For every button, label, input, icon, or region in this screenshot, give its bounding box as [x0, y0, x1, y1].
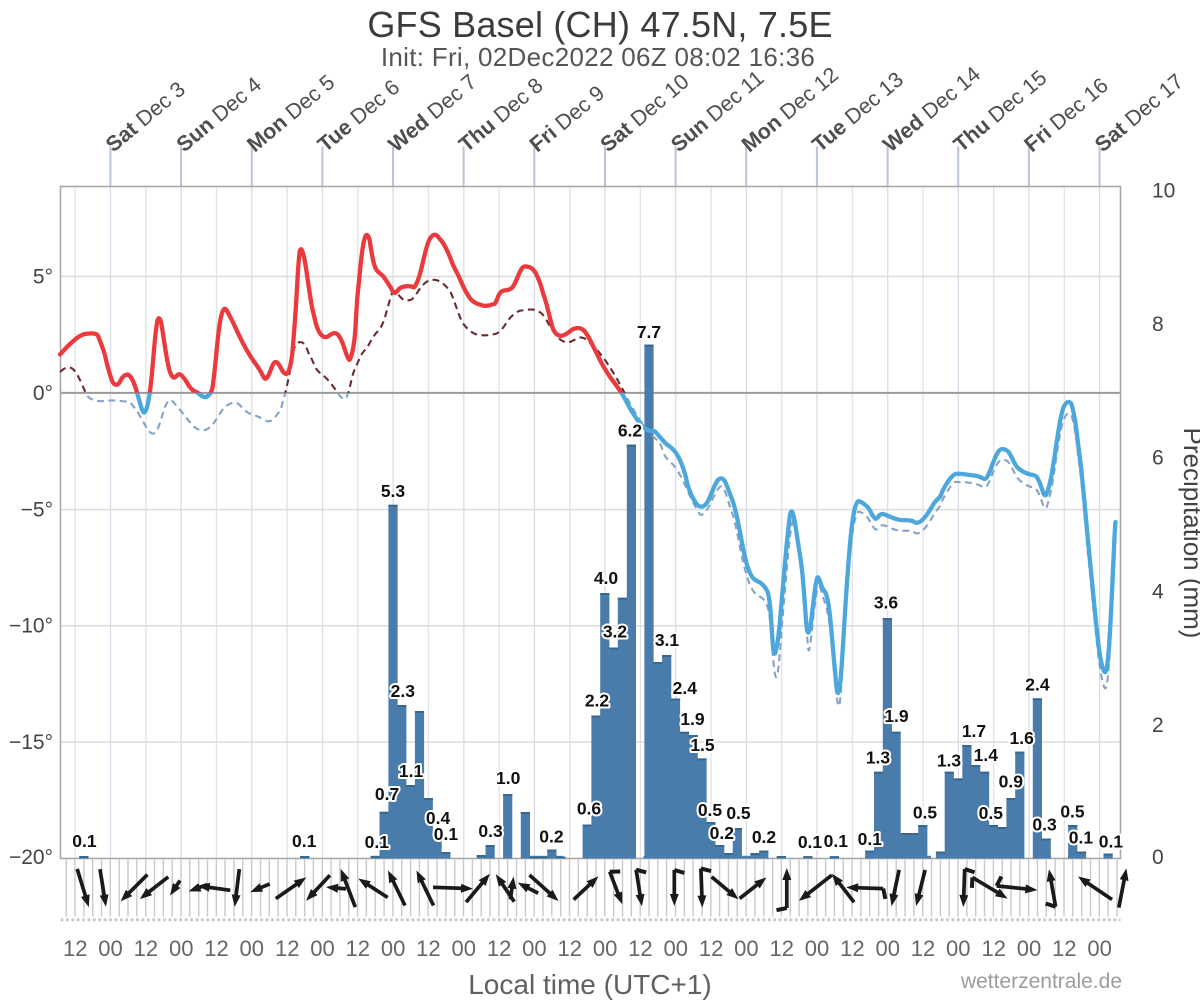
svg-text:0.2: 0.2	[752, 827, 777, 847]
svg-text:3.2: 3.2	[603, 622, 628, 642]
svg-text:00: 00	[1087, 936, 1111, 961]
svg-text:00: 00	[240, 936, 264, 961]
svg-text:1.5: 1.5	[690, 735, 715, 755]
svg-text:0.3: 0.3	[1032, 814, 1057, 834]
svg-text:1.6: 1.6	[1010, 728, 1035, 748]
svg-text:0.5: 0.5	[698, 800, 723, 820]
svg-text:0.5: 0.5	[1060, 802, 1085, 822]
svg-text:00: 00	[98, 936, 122, 961]
svg-text:3.6: 3.6	[874, 593, 899, 613]
svg-text:0.1: 0.1	[434, 824, 459, 844]
svg-text:1.1: 1.1	[399, 761, 424, 781]
svg-text:6: 6	[1152, 447, 1164, 470]
svg-text:Precipitation (mm): Precipitation (mm)	[1178, 428, 1200, 639]
svg-text:12: 12	[911, 936, 935, 961]
svg-text:1.0: 1.0	[496, 768, 521, 788]
svg-text:1.9: 1.9	[680, 709, 705, 729]
svg-text:00: 00	[734, 936, 758, 961]
svg-text:2.4: 2.4	[1025, 674, 1050, 694]
svg-text:−15°: −15°	[9, 731, 53, 754]
svg-text:5°: 5°	[33, 266, 53, 289]
svg-text:0.7: 0.7	[375, 784, 399, 804]
svg-text:0.1: 0.1	[1099, 832, 1124, 852]
svg-text:−10°: −10°	[9, 615, 53, 638]
svg-text:1.4: 1.4	[974, 745, 999, 765]
svg-text:12: 12	[134, 936, 158, 961]
svg-text:5.3: 5.3	[381, 481, 406, 501]
svg-text:1.3: 1.3	[866, 748, 891, 768]
svg-text:0.1: 0.1	[1069, 828, 1094, 848]
svg-text:Local time (UTC+1): Local time (UTC+1)	[468, 969, 712, 1000]
svg-text:0.5: 0.5	[979, 803, 1004, 823]
svg-text:00: 00	[310, 936, 334, 961]
svg-text:12: 12	[840, 936, 864, 961]
svg-text:3.1: 3.1	[655, 630, 680, 650]
svg-text:2.3: 2.3	[391, 681, 416, 701]
svg-text:00: 00	[946, 936, 970, 961]
svg-text:2: 2	[1152, 714, 1164, 737]
svg-text:0.1: 0.1	[798, 832, 823, 852]
svg-text:1.7: 1.7	[962, 721, 986, 741]
svg-text:7.7: 7.7	[637, 322, 661, 342]
svg-text:2.4: 2.4	[673, 678, 698, 698]
svg-text:12: 12	[204, 936, 228, 961]
svg-text:0.5: 0.5	[726, 803, 751, 823]
svg-text:0: 0	[1152, 846, 1164, 869]
svg-text:0.1: 0.1	[858, 829, 883, 849]
svg-text:6.2: 6.2	[618, 421, 643, 441]
svg-text:00: 00	[452, 936, 476, 961]
svg-text:−20°: −20°	[9, 846, 53, 869]
svg-text:00: 00	[522, 936, 546, 961]
svg-text:00: 00	[381, 936, 405, 961]
svg-text:−5°: −5°	[21, 499, 53, 522]
svg-text:0.1: 0.1	[824, 831, 849, 851]
svg-text:12: 12	[1052, 936, 1076, 961]
svg-text:12: 12	[416, 936, 440, 961]
svg-text:12: 12	[487, 936, 511, 961]
svg-text:12: 12	[558, 936, 582, 961]
svg-text:10: 10	[1152, 180, 1175, 203]
svg-text:0.1: 0.1	[72, 831, 97, 851]
svg-text:0.5: 0.5	[913, 803, 938, 823]
svg-text:12: 12	[981, 936, 1005, 961]
svg-text:0.2: 0.2	[710, 823, 735, 843]
svg-text:12: 12	[346, 936, 370, 961]
svg-text:12: 12	[699, 936, 723, 961]
svg-text:2.2: 2.2	[585, 691, 610, 711]
svg-text:00: 00	[1017, 936, 1041, 961]
svg-text:00: 00	[169, 936, 193, 961]
svg-text:0.1: 0.1	[292, 831, 317, 851]
svg-text:00: 00	[805, 936, 829, 961]
svg-text:4.0: 4.0	[594, 568, 619, 588]
svg-text:0.9: 0.9	[999, 772, 1024, 792]
svg-text:0.2: 0.2	[539, 827, 564, 847]
svg-text:12: 12	[628, 936, 652, 961]
svg-text:00: 00	[875, 936, 899, 961]
svg-text:0.6: 0.6	[577, 799, 602, 819]
svg-text:0.3: 0.3	[478, 821, 503, 841]
svg-text:12: 12	[769, 936, 793, 961]
svg-text:12: 12	[275, 936, 299, 961]
svg-text:4: 4	[1152, 580, 1164, 603]
svg-text:1.9: 1.9	[884, 706, 909, 726]
svg-text:00: 00	[593, 936, 617, 961]
svg-text:wetterzentrale.de: wetterzentrale.de	[960, 970, 1122, 993]
svg-text:GFS Basel (CH) 47.5N, 7.5E: GFS Basel (CH) 47.5N, 7.5E	[367, 4, 832, 45]
svg-text:00: 00	[663, 936, 687, 961]
svg-text:12: 12	[63, 936, 87, 961]
svg-text:1.3: 1.3	[937, 751, 962, 771]
svg-text:8: 8	[1152, 313, 1164, 336]
svg-text:0°: 0°	[33, 382, 53, 405]
svg-text:0.1: 0.1	[365, 832, 390, 852]
